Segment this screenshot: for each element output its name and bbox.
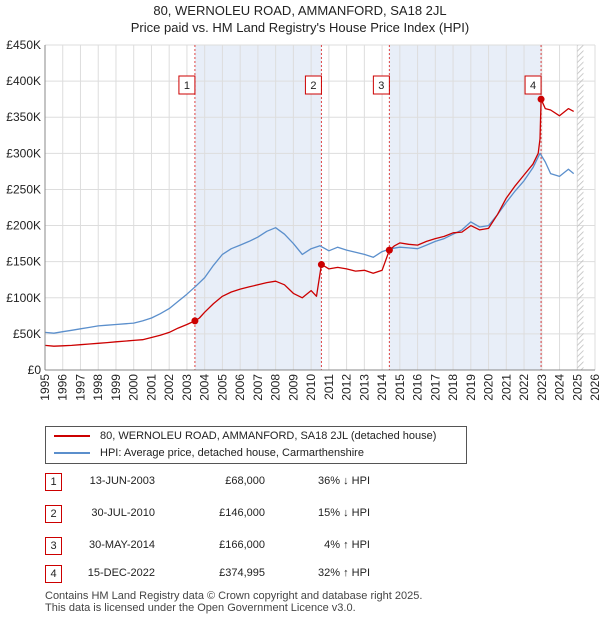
- axes: £0 £50K £100K £150K £200K £250K £300K £350K £400…: [6, 38, 600, 401]
- legend-swatch-property: [54, 435, 90, 437]
- sale-marker-number: 3: [378, 80, 384, 92]
- x-tick-label: 2019: [464, 374, 478, 401]
- price-chart: £0 £50K £100K £150K £200K £250K £300K £350K £400…: [6, 38, 600, 401]
- sale-hpi-diff: 32% ↑ HPI: [318, 567, 370, 579]
- sale-marker-number: 2: [310, 80, 316, 92]
- chart-title-line2: Price paid vs. HM Land Registry's House …: [130, 20, 470, 35]
- x-tick-label: 2002: [162, 374, 176, 401]
- sale-badge: 4: [45, 565, 62, 583]
- x-tick-label: 2000: [127, 374, 141, 401]
- x-tick-label: 2024: [553, 374, 567, 401]
- sale-marker-box: [178, 75, 196, 95]
- y-tick-label: £50K: [13, 327, 41, 341]
- sale-point: [537, 95, 545, 103]
- x-tick-label: 2021: [499, 374, 513, 401]
- sale-marker-labels: 1 2 3 4: [178, 75, 542, 95]
- y-tick-label: £0: [28, 363, 42, 377]
- sale-price: £68,000: [225, 475, 265, 487]
- legend: 80, WERNOLEU ROAD, AMMANFORD, SA18 2JL (…: [45, 426, 467, 464]
- footer-copyright: Contains HM Land Registry data © Crown c…: [45, 590, 423, 602]
- x-tick-label: 2010: [304, 374, 318, 401]
- sales-row: 4 15-DEC-2022 £374,995 32% ↑ HPI: [45, 564, 565, 584]
- x-tick-label: 2015: [393, 374, 407, 401]
- sale-point: [191, 317, 199, 325]
- sales-row: 2 30-JUL-2010 £146,000 15% ↓ HPI: [45, 504, 565, 524]
- chart-title: 80, WERNOLEU ROAD, AMMANFORD, SA18 2JL P…: [0, 2, 600, 36]
- x-tick-label: 2022: [517, 374, 531, 401]
- x-tick-label: 2026: [588, 374, 600, 401]
- sale-marker-number: 4: [530, 80, 536, 92]
- x-tick-label: 2017: [428, 374, 442, 401]
- sale-marker-box: [372, 75, 390, 95]
- legend-label-property: 80, WERNOLEU ROAD, AMMANFORD, SA18 2JL (…: [100, 430, 437, 442]
- sale-price: £166,000: [219, 539, 265, 551]
- x-tick-label: 1995: [38, 374, 52, 401]
- y-tick-label: £300K: [6, 146, 41, 160]
- x-tick-label: 2013: [357, 374, 371, 401]
- x-tick-label: 2008: [269, 374, 283, 401]
- sale-marker-box: [304, 75, 322, 95]
- sale-hpi-diff: 4% ↑ HPI: [324, 539, 370, 551]
- y-tick-label: £100K: [6, 291, 41, 305]
- x-tick-label: 2025: [570, 374, 584, 401]
- projection-area: [577, 45, 584, 370]
- y-tick-label: £400K: [6, 74, 41, 88]
- sale-price: £146,000: [219, 507, 265, 519]
- x-tick-label: 1997: [73, 374, 87, 401]
- x-tick-label: 2012: [340, 374, 354, 401]
- sale-marker-label: 4: [524, 75, 542, 95]
- sale-marker-label: 2: [304, 75, 322, 95]
- x-tick-label: 1996: [56, 374, 70, 401]
- x-tick-label: 2003: [180, 374, 194, 401]
- sales-row: 3 30-MAY-2014 £166,000 4% ↑ HPI: [45, 536, 565, 556]
- x-tick-label: 1998: [91, 374, 105, 401]
- x-tick-label: 2020: [482, 374, 496, 401]
- x-tick-label: 2005: [215, 374, 229, 401]
- y-tick-label: £350K: [6, 110, 41, 124]
- sale-hpi-diff: 36% ↓ HPI: [318, 475, 370, 487]
- x-tick-label: 2004: [198, 374, 212, 401]
- x-tick-label: 2018: [446, 374, 460, 401]
- sale-marker-label: 1: [178, 75, 196, 95]
- x-tick-label: 2006: [233, 374, 247, 401]
- legend-label-hpi: HPI: Average price, detached house, Carm…: [100, 447, 364, 459]
- sale-point: [317, 261, 325, 269]
- y-tick-label: £250K: [6, 182, 41, 196]
- shaded-ownership-periods: [194, 45, 542, 370]
- ownership-shade: [389, 45, 542, 370]
- legend-item-property: 80, WERNOLEU ROAD, AMMANFORD, SA18 2JL (…: [54, 430, 436, 442]
- footer: Contains HM Land Registry data © Crown c…: [45, 590, 422, 614]
- x-tick-label: 2007: [251, 374, 265, 401]
- sale-badge: 2: [45, 505, 62, 523]
- x-tick-label: 2016: [411, 374, 425, 401]
- sales-row: 1 13-JUN-2003 £68,000 36% ↓ HPI: [45, 472, 565, 492]
- sale-point: [385, 246, 393, 254]
- sale-price: £374,995: [219, 567, 265, 579]
- chart-title-line1: 80, WERNOLEU ROAD, AMMANFORD, SA18 2JL: [153, 3, 447, 18]
- data-series: [44, 95, 575, 347]
- sale-date: 30-JUL-2010: [91, 507, 155, 519]
- projection-hatch: [577, 45, 584, 370]
- x-tick-label: 2011: [322, 374, 336, 400]
- sale-badge: 3: [45, 537, 62, 555]
- legend-item-hpi: HPI: Average price, detached house, Carm…: [54, 447, 364, 459]
- y-tick-label: £150K: [6, 255, 41, 269]
- sale-date: 13-JUN-2003: [89, 475, 155, 487]
- sale-marker-number: 1: [184, 80, 190, 92]
- x-tick-label: 2023: [535, 374, 549, 401]
- sale-marker-label: 3: [372, 75, 390, 95]
- x-tick-label: 2009: [286, 374, 300, 401]
- x-tick-label: 2014: [375, 374, 389, 401]
- footer-licence: This data is licensed under the Open Gov…: [45, 602, 356, 614]
- sale-badge: 1: [45, 473, 62, 491]
- legend-swatch-hpi: [54, 452, 90, 454]
- x-tick-label: 1999: [109, 374, 123, 401]
- sale-hpi-diff: 15% ↓ HPI: [318, 507, 370, 519]
- sale-date: 15-DEC-2022: [87, 567, 155, 579]
- y-tick-label: £450K: [6, 38, 41, 52]
- sale-marker-box: [524, 75, 542, 95]
- x-tick-label: 2001: [144, 374, 158, 401]
- y-tick-label: £200K: [6, 219, 41, 233]
- sale-date: 30-MAY-2014: [88, 539, 155, 551]
